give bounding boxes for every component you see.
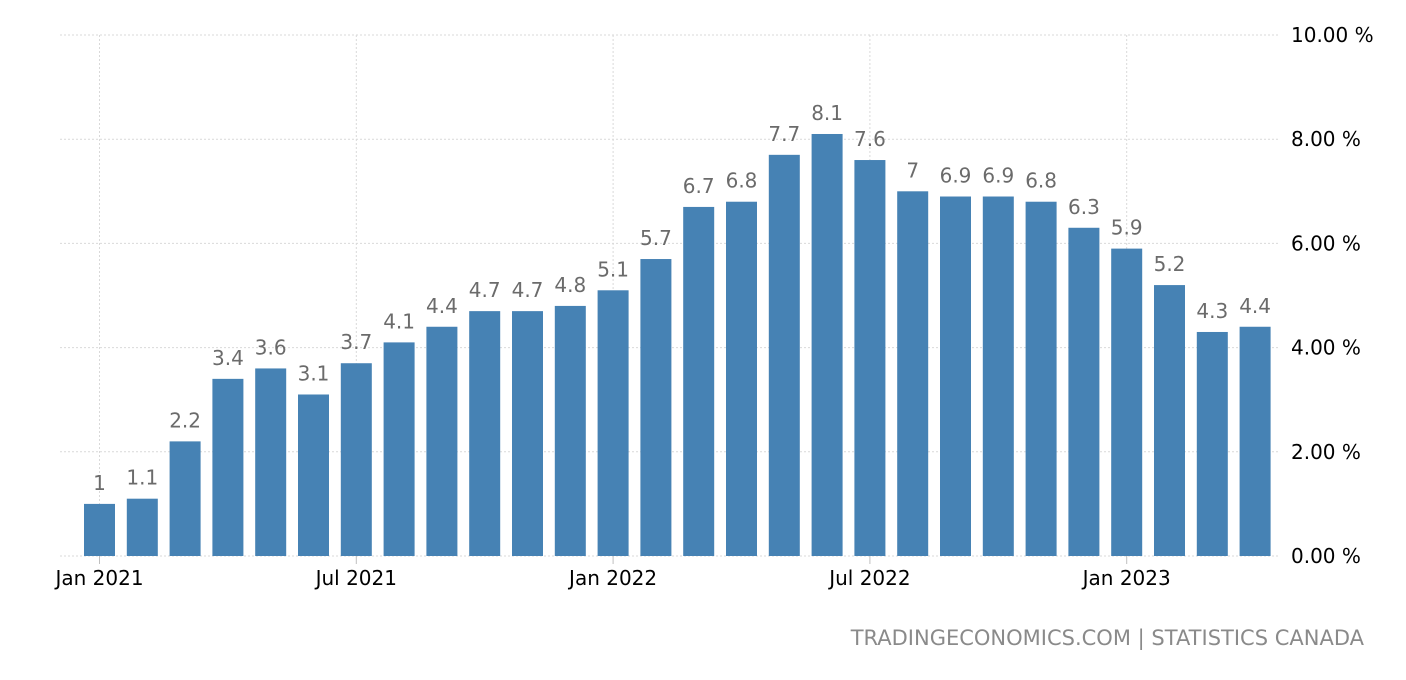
bar [126, 498, 158, 556]
data-label: 3.4 [212, 346, 244, 370]
data-label: 5.1 [597, 257, 629, 281]
bar [1196, 331, 1228, 556]
data-label: 3.7 [340, 330, 372, 354]
data-label: 7.6 [854, 127, 886, 151]
data-label: 4.3 [1196, 299, 1228, 323]
data-label: 5.2 [1154, 252, 1186, 276]
x-tick-label: Jan 2021 [53, 566, 143, 590]
data-label: 7 [906, 158, 919, 182]
x-tick-label: Jul 2022 [827, 566, 910, 590]
y-tick-label: 6.00 % [1291, 231, 1361, 255]
bar [1239, 326, 1271, 556]
bar [726, 201, 757, 556]
data-label: 6.8 [726, 169, 758, 193]
x-tick-label: Jul 2021 [314, 566, 397, 590]
y-tick-label: 10.00 % [1291, 23, 1374, 47]
y-tick-label: 4.00 % [1291, 336, 1361, 360]
source-tradingeconomics: TRADINGECONOMICS.COM [850, 626, 1131, 650]
data-label: 6.8 [1025, 169, 1057, 193]
bar [597, 290, 629, 556]
source-footer: TRADINGECONOMICS.COM | STATISTICS CANADA [851, 626, 1364, 650]
bar [84, 503, 115, 556]
bar-layer [84, 133, 1271, 557]
bar [426, 326, 458, 556]
bar [854, 160, 886, 557]
data-label: 4.7 [512, 278, 544, 302]
bar [1154, 285, 1185, 556]
bar [640, 259, 672, 556]
data-label: 6.9 [940, 164, 972, 188]
data-label: 7.7 [768, 122, 800, 146]
x-tick-label: Jan 2022 [567, 566, 657, 590]
data-label: 3.1 [298, 361, 330, 385]
y-tick-label: 8.00 % [1291, 127, 1361, 151]
bar [768, 154, 800, 556]
bar [383, 342, 415, 556]
bar [811, 133, 843, 557]
bar [298, 394, 329, 556]
data-label: 4.1 [383, 309, 415, 333]
data-label-layer: 1 1.1 2.2 3.4 3.6 3.1 3.7 4.1 4.4 4.7 4.7 4.8 5.1 5.7… [93, 101, 1271, 495]
bar [982, 196, 1014, 556]
data-label: 6.9 [982, 164, 1014, 188]
data-label: 5.9 [1111, 216, 1143, 240]
data-label: 4.7 [469, 278, 501, 302]
bar [512, 311, 543, 556]
bar [469, 311, 501, 556]
bar [940, 196, 971, 556]
data-label: 5.7 [640, 226, 672, 250]
data-label: 4.4 [1239, 294, 1271, 318]
bar [1111, 248, 1143, 557]
data-label: 1 [93, 471, 106, 495]
x-axis: Jan 2021 Jul 2021 Jan 2022 Jul 2022 Jan 2023 [53, 566, 1170, 590]
y-axis: 0.00 % 2.00 % 4.00 % 6.00 % 8.00 % 10.00 % [1291, 23, 1374, 568]
bar [212, 378, 244, 556]
data-label: 6.7 [683, 174, 715, 198]
bar [340, 363, 372, 556]
data-label: 6.3 [1068, 195, 1100, 219]
bar [255, 368, 287, 556]
data-label: 4.4 [426, 294, 458, 318]
data-label: 4.8 [554, 273, 586, 297]
bar [1025, 201, 1057, 556]
source-separator: | [1137, 626, 1145, 650]
data-label: 1.1 [126, 466, 158, 490]
x-tick-label: Jan 2023 [1081, 566, 1171, 590]
y-tick-label: 0.00 % [1291, 544, 1361, 568]
bar [683, 206, 715, 556]
data-label: 2.2 [169, 408, 201, 432]
bar [169, 441, 201, 556]
bar [1068, 227, 1100, 556]
data-label: 3.6 [255, 335, 287, 359]
bar [897, 191, 929, 557]
y-tick-label: 2.00 % [1291, 440, 1361, 464]
source-statistics-canada: STATISTICS CANADA [1151, 626, 1364, 650]
bar [554, 305, 586, 556]
data-label: 8.1 [811, 101, 843, 125]
